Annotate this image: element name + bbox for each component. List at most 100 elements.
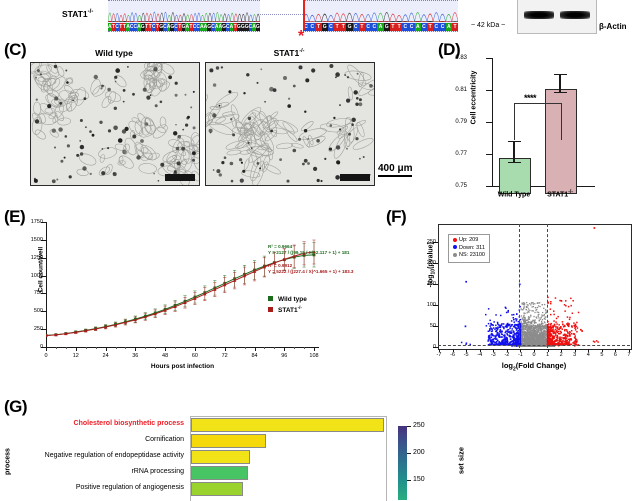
equation-wildtype: R² = 0.9664 Y = 2127 / ((99.19 / X)^2.11… [268,244,349,256]
panel-d-x-tick-label: Wild Type [497,191,531,199]
panel-d-errorbar-cap [553,74,567,76]
panel-g-bar [191,482,243,496]
panel-f-x-tick-label: 4 [586,352,590,358]
panel-e-legend-label: Wild type [278,296,307,304]
panel-f-x-tick-label: 6 [613,352,617,358]
equation-knockout-r2: R² = 0.9912 [268,263,293,268]
panel-f-chart: -log10(pvalue) log2(Fold Change) 0 50 100 1… [418,220,634,380]
panel-d-x-axis [492,186,595,188]
panel-e-x-axis-title: Hours post infection [150,363,215,370]
embedded-scalebar-left [165,174,195,181]
mutation-asterisk: * [298,28,305,45]
panel-f-legend-dot [453,252,457,257]
panel-e-x-tick-label: 84 [251,353,258,359]
panel-g-category-label: Positive regulation of angiogenesis [75,484,184,491]
microscopy-right-title-text: STAT1 [273,48,300,58]
panel-e-x-axis [46,347,319,349]
panel-e-legend-label: STAT1-/- [278,305,302,315]
panel-f-x-tick-label: 7 [627,352,631,358]
panel-e-y-tick-label: 250 [33,326,43,333]
panel-f-x-tick-label: 3 [573,352,577,358]
panel-e-x-tick-label: 72 [221,353,228,359]
microscopy-image-wildtype [30,62,200,186]
panel-f-x-tick-label: -3 [490,352,496,358]
panel-e-x-tick-label: 12 [72,353,79,359]
panel-e-x-tick-label: 36 [132,353,139,359]
panel-d-y-tick-label: 0.79 [455,119,467,125]
panel-d-letter: (D) [438,40,461,59]
panel-g-bar [191,450,251,464]
panel-d-chart: Cell eccentricity 0.75 0.77 0.79 0.81 0.83 W… [455,55,595,198]
equation-knockout-formula: Y = 5222 / ((227.4 / X)^1.665 + 1) + 183… [268,269,354,274]
colorbar-tick-label: 200 [413,449,425,456]
colorbar-tick-label: 150 [413,476,425,483]
panel-g-bar [191,418,384,432]
panel-e-x-tick-label: 96 [281,353,288,359]
panel-g-category-label: Cornification [145,436,184,443]
embedded-scalebar-right [340,174,370,181]
panel-d-bar [499,157,531,194]
panel-g-category-label: Negative regulation of endopeptidase act… [44,452,184,459]
panel-f-x-tick-label: 5 [600,352,604,358]
panel-e-y-axis [46,222,48,347]
panel-e-y-tick-label: 0 [39,344,43,350]
panel-f-x-tick-label: 1 [546,352,550,358]
microscopy-right-title-sup: -/- [299,48,305,55]
sequence-genotype-label: STAT1-/- [62,9,93,19]
panel-g-bar [191,466,249,480]
blot-protein-label: β-Actin [599,22,627,31]
microscopy-image-knockout [205,62,375,186]
cell-field-wildtype [31,63,199,185]
panel-f-x-tick-label: -5 [463,352,469,358]
panel-e-y-tick-label: 1500 [30,236,43,243]
panel-d-y-axis-title: Cell eccentricity [470,70,478,125]
panel-f-x-tick-label: -4 [477,352,483,358]
panel-c-letter: (C) [4,40,27,59]
panel-f-legend: Up: 209 Down: 311 NS: 23100 [448,234,490,263]
panel-d-errorbar-cap [507,162,521,164]
panel-f-y-tick-label: 250 [426,238,436,245]
panel-g-plot-frame [190,416,387,501]
trace-gap-line [260,14,303,15]
panel-f-x-tick-label: -7 [436,352,442,358]
equation-knockout: R² = 0.9912 Y = 5222 / ((227.4 / X)^1.66… [268,263,353,275]
panel-e-legend-marker [268,307,273,312]
western-blot-panel: ~ 42 kDa ~ β-Actin [471,0,642,36]
blot-membrane [517,0,597,34]
panel-f-y-tick-label: 200 [426,259,436,266]
panel-g-chart: process Cholesterol biosynthetic process… [0,412,642,501]
panel-f-plot-frame [438,224,632,350]
panel-d-errorbar [559,74,561,92]
panel-e-x-tick-label: 24 [102,353,109,359]
colorbar-tick-label: 250 [413,422,425,429]
panel-d-y-tick-label: 0.81 [455,87,467,93]
panel-g-category-label: rRNA processing [131,468,184,475]
chromatogram-peaks-left [108,11,260,22]
panel-f-legend-item: Up: 209 [453,237,485,245]
sequence-genotype-text: STAT1 [62,9,88,19]
cell-field-knockout [206,63,374,185]
panel-f-legend-item: NS: 23100 [453,252,485,260]
panel-f-legend-dot [453,245,457,250]
panel-e-y-tick-label: 1250 [30,254,43,261]
panel-d-y-tick-label: 0.75 [455,183,467,189]
colorbar-title: set size [456,446,466,475]
equation-wildtype-r2: R² = 0.9664 [268,244,293,249]
panel-d-y-tick-label: 0.77 [455,151,467,157]
mutation-marker-line [303,0,305,30]
panel-e-y-tick-label: 750 [33,290,43,297]
equation-wildtype-formula: Y = 2127 / ((99.19 / X)^2.117 + 1) + 181 [268,250,350,255]
panel-e-x-tick-label: 0 [44,353,48,359]
panel-g-bar [191,434,266,448]
panel-f-x-axis-title: log2(Fold Change) [501,361,567,373]
panel-f-letter: (F) [386,207,407,226]
panel-d-errorbar [513,141,515,162]
significance-bracket [514,103,562,141]
panel-f-legend-item: Down: 311 [453,245,485,253]
panel-d-y-axis [492,58,494,186]
panel-f-x-tick-label: 0 [532,352,536,358]
microscopy-left-title: Wild type [95,48,133,58]
